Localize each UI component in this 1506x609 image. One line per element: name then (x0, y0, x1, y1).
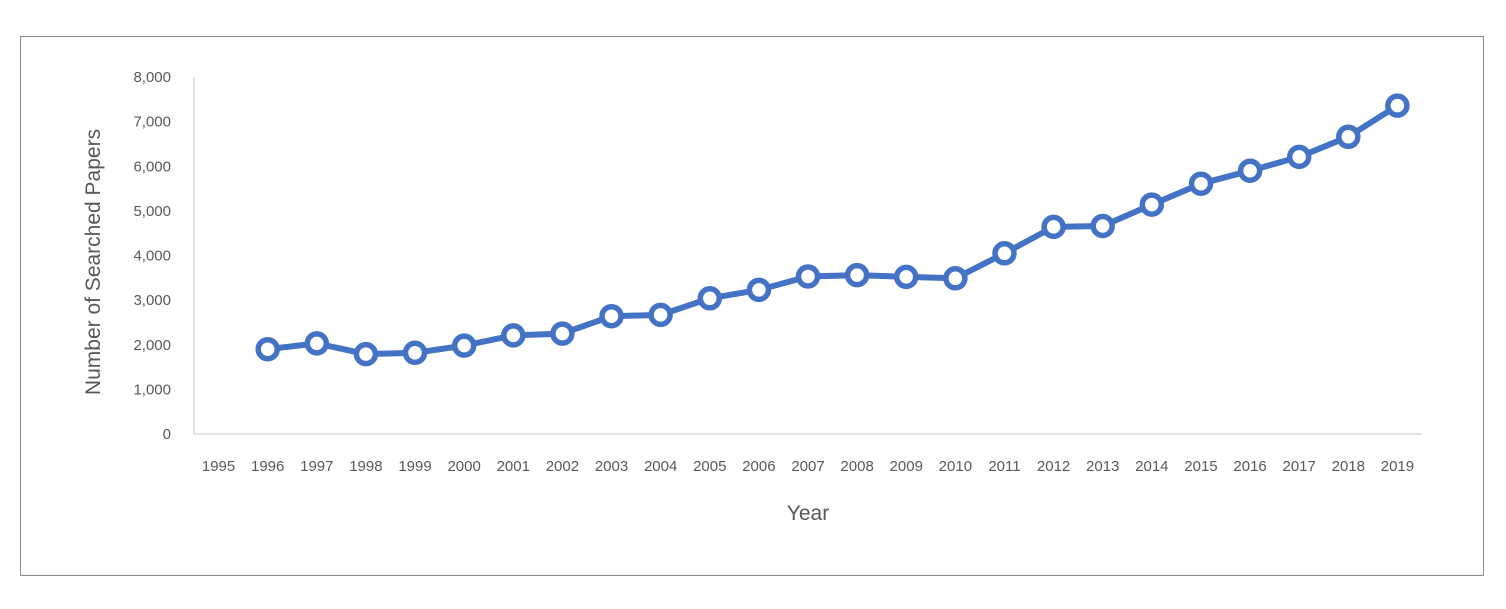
data-point (893, 264, 919, 290)
y-tick-label: 6,000 (133, 158, 171, 175)
series-line (264, 102, 1401, 358)
x-tick-label: 1998 (349, 458, 382, 475)
y-tick-label: 1,000 (133, 381, 171, 398)
y-axis-ticks: 0 1,000 2,000 3,000 4,000 5,000 6,000 7,000 8,00… (133, 69, 171, 443)
x-tick-label: 2005 (693, 458, 726, 475)
data-point (255, 336, 280, 362)
data-point (1041, 214, 1066, 240)
x-tick-label: 2006 (742, 458, 775, 475)
data-point (943, 266, 968, 291)
series-layer (255, 93, 1410, 367)
x-tick-label: 2017 (1283, 458, 1316, 475)
data-point (501, 323, 526, 348)
chart-frame (20, 36, 1484, 576)
data-point (1385, 93, 1410, 118)
data-point (844, 262, 870, 288)
x-tick-label: 2015 (1184, 458, 1217, 475)
x-tick-label: 1996 (251, 458, 284, 475)
data-point (1090, 213, 1115, 239)
x-tick-label: 2014 (1135, 458, 1168, 475)
data-point (451, 333, 477, 358)
data-point (1336, 124, 1361, 150)
x-tick-label: 2003 (595, 458, 628, 475)
x-tick-label: 2000 (447, 458, 480, 475)
x-tick-label: 2012 (1037, 458, 1070, 475)
y-tick-label: 4,000 (133, 248, 171, 265)
x-tick-label: 2016 (1233, 458, 1266, 475)
y-tick-label: 3,000 (133, 292, 171, 309)
data-point (1139, 192, 1165, 217)
data-point (1286, 144, 1312, 170)
data-point (648, 302, 673, 328)
x-tick-label: 2004 (644, 458, 677, 475)
x-tick-label: 2018 (1332, 458, 1365, 475)
x-tick-label: 2008 (840, 458, 873, 475)
data-point (402, 340, 428, 366)
x-tick-label: 2010 (939, 458, 972, 475)
x-tick-label: 1995 (202, 458, 235, 475)
data-point (795, 264, 821, 289)
x-tick-label: 2002 (546, 458, 579, 475)
x-tick-label: 1999 (398, 458, 431, 475)
y-axis-title: Number of Searched Papers (82, 129, 105, 395)
y-tick-label: 2,000 (133, 337, 171, 354)
data-point (1237, 158, 1263, 183)
data-point (746, 277, 772, 303)
x-tick-label: 2001 (497, 458, 530, 475)
y-tick-label: 8,000 (133, 69, 171, 86)
data-point (304, 331, 330, 356)
data-point (599, 303, 624, 329)
x-tick-label: 2019 (1381, 458, 1414, 475)
data-point (992, 241, 1017, 266)
data-point (697, 286, 723, 311)
y-tick-label: 7,000 (133, 114, 171, 131)
data-point (1188, 171, 1214, 196)
x-tick-label: 2013 (1086, 458, 1119, 475)
x-tick-label: 2007 (791, 458, 824, 475)
x-tick-label: 2009 (890, 458, 923, 475)
x-tick-label: 1997 (300, 458, 333, 475)
data-point (353, 341, 379, 367)
x-axis-title: Year (787, 502, 829, 525)
data-point (550, 321, 575, 346)
y-tick-label: 0 (163, 426, 171, 443)
x-tick-label: 2011 (988, 458, 1020, 475)
y-tick-label: 5,000 (133, 203, 171, 220)
x-axis-ticks: 1995 1996 1997 1998 1999 2000 2001 2002 2003 2004… (202, 458, 1414, 475)
